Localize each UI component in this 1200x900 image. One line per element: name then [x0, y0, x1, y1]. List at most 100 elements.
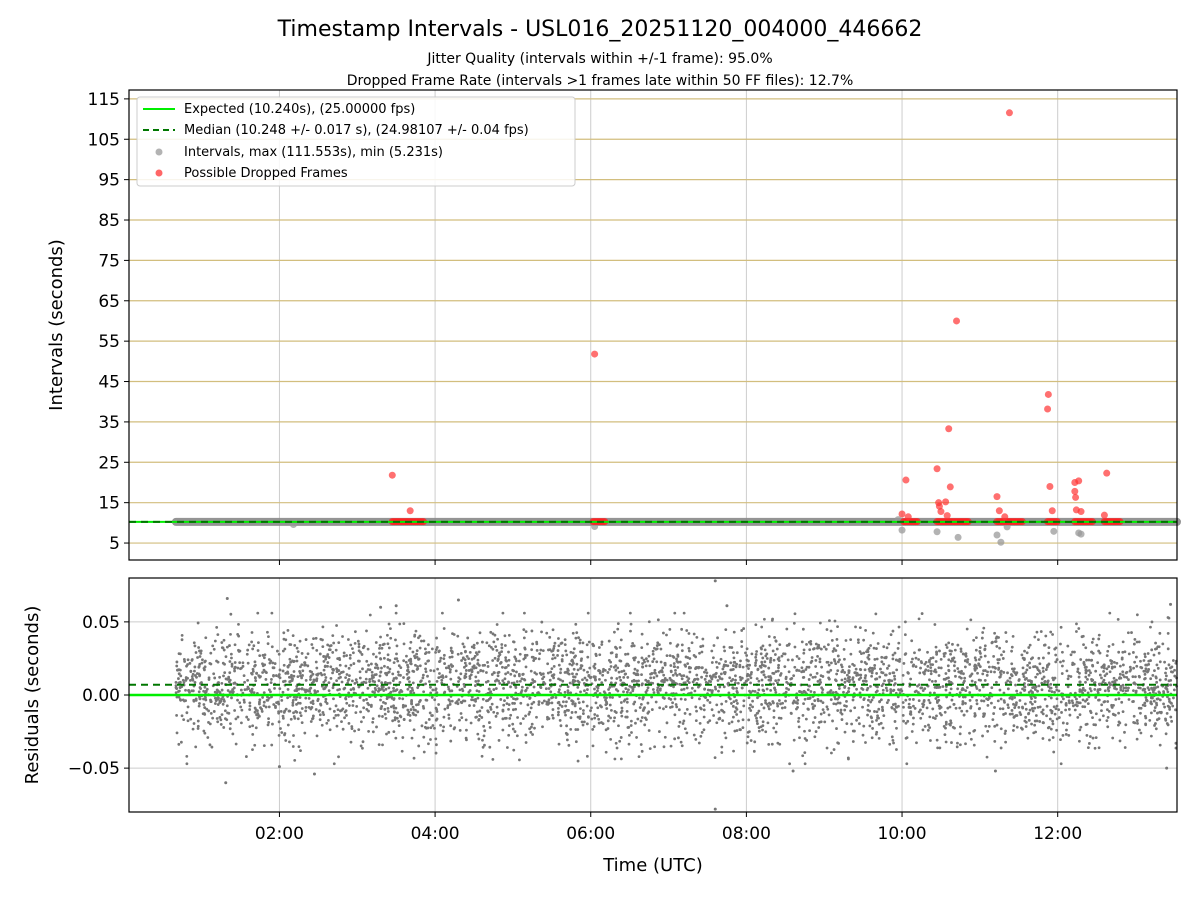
residual-point — [229, 612, 233, 616]
residual-point — [917, 683, 921, 687]
residual-point — [678, 672, 682, 676]
residual-point — [424, 662, 428, 666]
residual-point — [1118, 664, 1122, 668]
residual-point — [901, 701, 905, 704]
residual-point — [690, 641, 694, 645]
residual-point — [527, 712, 531, 716]
residual-point — [992, 712, 996, 715]
dropped-frame-point — [946, 483, 954, 491]
dropped-frame-point — [1046, 483, 1054, 491]
residual-point — [407, 710, 411, 714]
residual-point — [597, 721, 601, 725]
residual-point — [560, 705, 564, 708]
residual-point — [1136, 721, 1139, 725]
residual-point — [968, 691, 972, 694]
residual-point — [1152, 699, 1156, 703]
residual-point — [1053, 690, 1056, 694]
residual-point — [619, 757, 623, 761]
residual-point — [311, 716, 315, 720]
residual-point — [1044, 668, 1048, 671]
residual-point — [772, 682, 775, 686]
residual-point — [764, 730, 768, 734]
residual-point — [879, 698, 883, 702]
residual-point — [1162, 702, 1165, 706]
residual-point — [320, 723, 324, 727]
residual-point — [326, 661, 330, 664]
residual-point — [375, 725, 378, 729]
residual-point — [990, 686, 994, 690]
residual-point — [408, 685, 411, 689]
residual-point — [598, 677, 601, 681]
residual-point — [324, 676, 328, 679]
residual-point — [304, 638, 308, 641]
residual-point — [1102, 669, 1106, 673]
residual-point — [411, 650, 415, 654]
residual-point — [552, 665, 556, 668]
residual-point — [998, 646, 1001, 650]
residual-point — [884, 673, 888, 677]
residual-point — [779, 702, 782, 706]
residual-point — [499, 660, 503, 664]
residual-point — [913, 706, 917, 710]
residual-point — [1121, 670, 1125, 674]
residual-point — [1151, 690, 1155, 694]
residual-point — [547, 648, 550, 652]
residual-point — [228, 727, 232, 731]
residual-point — [725, 604, 729, 608]
residual-point — [557, 644, 561, 648]
residual-point — [237, 634, 241, 638]
residual-point — [565, 708, 569, 712]
residual-point — [759, 715, 763, 719]
residual-point — [408, 646, 412, 650]
residual-point — [264, 670, 267, 674]
residual-point — [917, 710, 921, 714]
residual-point — [808, 729, 811, 733]
residual-point — [1006, 703, 1010, 707]
residual-point — [315, 679, 319, 683]
residual-point — [1036, 705, 1040, 709]
residual-point — [195, 672, 199, 675]
residual-point — [174, 680, 178, 684]
residual-point — [430, 696, 434, 699]
residual-point — [907, 671, 910, 675]
residual-point — [770, 742, 774, 746]
residual-point — [840, 670, 844, 674]
residual-point — [598, 653, 602, 657]
residual-point — [963, 679, 966, 683]
dropped-frame-point — [953, 317, 961, 325]
residual-point — [277, 652, 281, 656]
residual-point — [961, 702, 965, 706]
residual-point — [793, 645, 797, 649]
residual-point — [243, 680, 246, 684]
residual-point — [864, 628, 867, 632]
residual-point — [795, 696, 799, 699]
residual-point — [411, 705, 415, 709]
residual-point — [1097, 637, 1101, 641]
residual-point — [576, 728, 580, 731]
residual-point — [869, 685, 872, 688]
residual-point — [276, 649, 279, 653]
residual-point — [739, 728, 742, 732]
residual-point — [683, 663, 687, 667]
residual-point — [1023, 702, 1027, 706]
residual-point — [843, 708, 847, 712]
residual-point — [1006, 679, 1010, 683]
residual-point — [713, 756, 717, 760]
residual-point — [415, 652, 418, 656]
time-x-tick-label: 08:00 — [722, 824, 771, 844]
residual-point — [705, 671, 709, 675]
residual-point — [571, 702, 575, 706]
residual-point — [1084, 680, 1087, 684]
residual-point — [739, 659, 742, 663]
residual-point — [651, 649, 655, 653]
residual-point — [929, 666, 933, 670]
residual-point — [660, 670, 664, 674]
residual-point — [820, 665, 824, 669]
residual-point — [1028, 661, 1031, 665]
residual-point — [203, 731, 207, 735]
residual-point — [944, 672, 948, 675]
residual-point — [877, 707, 881, 711]
residual-point — [643, 716, 647, 720]
residual-point — [377, 714, 381, 718]
residual-point — [637, 679, 640, 683]
